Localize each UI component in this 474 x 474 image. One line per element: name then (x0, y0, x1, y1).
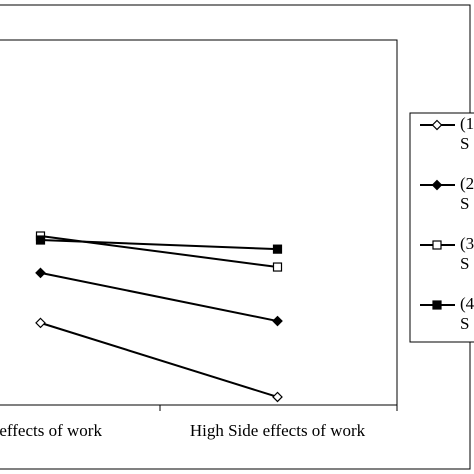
x-tick-label: de effects of work (0, 421, 102, 440)
legend-label: (1 (460, 114, 474, 133)
marker (35, 317, 46, 329)
legend-note: S (460, 314, 469, 333)
x-tick-label: High Side effects of work (190, 421, 366, 440)
series-line (40, 239, 278, 251)
plot-area (0, 39, 398, 406)
legend-note: S (460, 134, 469, 153)
legend-marker (432, 300, 442, 310)
chart-border (0, 4, 471, 470)
marker (272, 315, 283, 327)
legend-note: S (460, 194, 469, 213)
legend-note: S (460, 254, 469, 273)
legend-box (409, 112, 474, 343)
legend-label: (4 (460, 294, 474, 313)
legend-marker (431, 119, 443, 131)
legend-label: (2 (460, 174, 474, 193)
series-line (40, 321, 278, 398)
marker (272, 244, 283, 254)
marker (272, 262, 283, 272)
marker (35, 267, 46, 279)
series-line (40, 271, 278, 323)
legend-marker (431, 179, 443, 191)
legend-marker (432, 240, 442, 250)
marker (272, 391, 283, 403)
marker (35, 235, 46, 245)
legend-label: (3 (460, 234, 474, 253)
